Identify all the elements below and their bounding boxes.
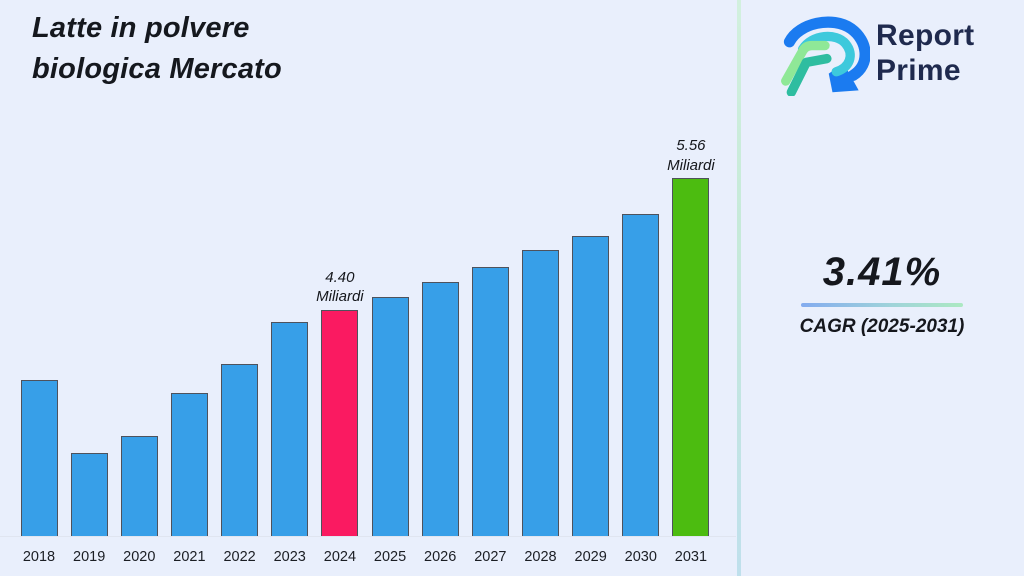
x-tick-2030: 2030 [624,549,657,565]
bar-2030 [622,214,660,536]
page-title-line2: biologica Mercato [32,53,282,86]
page-title-line1: Latte in polvere [32,12,250,44]
bar-2020 [120,436,158,536]
bar-2029 [572,235,610,536]
bar-2025 [371,297,409,536]
brand-logo: Report Prime [780,10,974,96]
bar-2027 [471,266,509,536]
cagr-label: CAGR (2025-2031) [799,316,965,337]
x-tick-2031: 2031 [674,549,708,565]
x-tick-2022: 2022 [223,549,256,565]
bar-2023 [271,322,309,536]
x-tick-2026: 2026 [424,549,457,565]
x-tick-2029: 2029 [574,549,607,565]
x-tick-2018: 2018 [22,549,56,565]
bar-2026 [421,282,459,536]
bar-chart: 2018 2019 2020 2021 2022 2023 2024 2025 2026 2027… [0,137,736,565]
x-tick-2028: 2028 [524,549,557,565]
x-tick-2019: 2019 [73,549,106,565]
x-tick-2021: 2021 [173,549,206,565]
x-tick-2027: 2027 [474,549,507,565]
bar-value-label-2031: 5.56 Miliardi [667,137,715,174]
cagr-value: 3.41% [822,250,942,294]
x-tick-2025: 2025 [373,549,407,565]
brand-name: Report Prime [876,18,974,88]
cagr-block: 3.41% CAGR (2025-2031) [740,250,1024,338]
cagr-underline [801,303,963,307]
bar-2031 [672,178,710,536]
bar-2018 [20,379,58,536]
x-tick-2024: 2024 [323,549,357,565]
x-tick-2023: 2023 [273,549,306,565]
bar-2028 [522,249,559,536]
brand-name-line1: Report [876,19,975,52]
x-axis-line [0,536,736,537]
report-prime-logo-icon [781,16,870,96]
bar-2019 [70,453,108,536]
section-divider [737,0,741,576]
bar-2021 [170,393,208,536]
bar-value-label-2024: 4.40 Miliardi [316,268,364,306]
bar-2022 [221,363,259,536]
bar-2024 [321,309,359,536]
x-tick-2020: 2020 [123,549,156,565]
brand-name-line2: Prime [876,54,961,87]
page-title: Latte in polvere biologica Mercato [32,8,282,90]
